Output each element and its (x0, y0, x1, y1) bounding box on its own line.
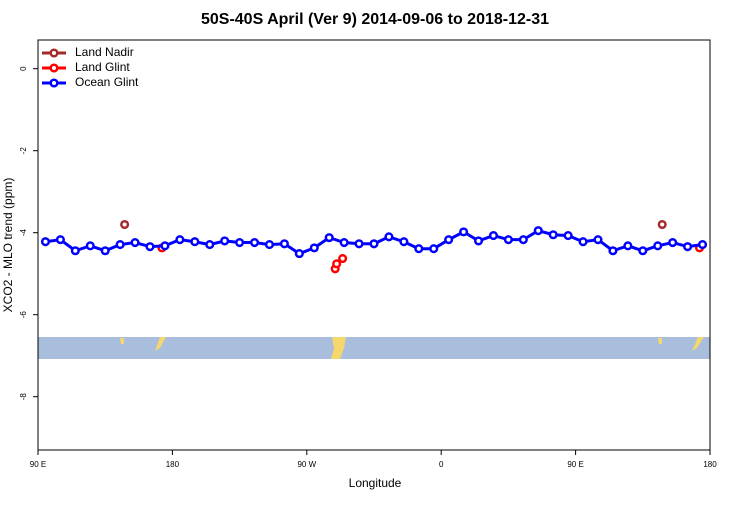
x-tick-label: 90 E (567, 460, 583, 469)
data-point (399, 237, 409, 247)
data-point (294, 249, 304, 259)
data-point (235, 237, 245, 248)
data-point (657, 219, 667, 230)
data-point (533, 226, 543, 236)
y-axis-label: XCO2 - MLO trend (ppm) (1, 178, 15, 313)
land-shape (692, 337, 704, 351)
data-point (593, 235, 603, 245)
data-point (548, 230, 558, 240)
y-tick-label: 0 (19, 66, 28, 71)
land-shape (658, 338, 662, 344)
legend-marker (49, 78, 59, 88)
data-point (444, 235, 454, 245)
data-point (279, 239, 289, 249)
x-tick-label: 180 (703, 460, 717, 469)
data-point (384, 232, 394, 242)
data-point (145, 242, 155, 252)
data-point (115, 240, 125, 250)
data-point (338, 253, 348, 264)
data-point (503, 235, 513, 245)
data-point (85, 241, 95, 251)
data-point (429, 244, 439, 254)
data-point (324, 233, 334, 243)
data-point (653, 241, 663, 251)
data-point (414, 244, 424, 254)
x-tick-label: 0 (439, 460, 444, 469)
legend-label: Land Glint (75, 60, 130, 74)
data-point (190, 237, 200, 247)
data-point (205, 240, 215, 250)
x-tick-label: 180 (166, 460, 180, 469)
legend-marker (49, 63, 59, 73)
data-point (120, 219, 130, 230)
data-point (354, 239, 364, 249)
data-point (668, 237, 678, 248)
land-shape (120, 338, 124, 344)
data-point (55, 235, 65, 245)
data-point (683, 242, 693, 252)
data-point (220, 236, 230, 246)
data-point (309, 243, 319, 253)
data-point (175, 235, 185, 245)
legend-label: Land Nadir (75, 45, 134, 59)
chart-title: 50S-40S April (Ver 9) 2014-09-06 to 2018… (201, 11, 549, 28)
plot-frame (37, 39, 711, 451)
x-tick-label: 90 W (297, 460, 316, 469)
y-tick-label: -6 (19, 311, 28, 319)
y-tick-label: -2 (19, 147, 28, 155)
data-point (623, 241, 633, 251)
data-point (638, 246, 648, 256)
y-tick-label: -4 (19, 229, 28, 237)
data-point (100, 246, 110, 256)
data-point (339, 237, 349, 248)
y-tick-label: -8 (19, 393, 28, 401)
legend-label: Ocean Glint (75, 75, 139, 89)
ocean-band (38, 337, 710, 359)
data-point (249, 237, 260, 248)
legend-marker (49, 48, 59, 58)
data-point (459, 227, 469, 237)
data-point (473, 236, 484, 246)
data-point (697, 240, 708, 250)
data-point (160, 241, 170, 251)
data-point (488, 231, 499, 241)
data-point (70, 246, 80, 256)
data-point (563, 231, 573, 241)
data-point (40, 237, 51, 247)
data-point (578, 237, 588, 247)
x-tick-label: 90 E (30, 460, 46, 469)
land-shape (331, 337, 346, 359)
land-shape (155, 337, 166, 351)
data-point (332, 259, 342, 269)
data-point (130, 237, 140, 248)
data-point (264, 240, 275, 250)
data-point (608, 246, 618, 256)
data-point (518, 235, 528, 245)
x-axis-label: Longitude (349, 476, 402, 490)
data-point (369, 239, 379, 249)
map-strip (38, 337, 710, 359)
